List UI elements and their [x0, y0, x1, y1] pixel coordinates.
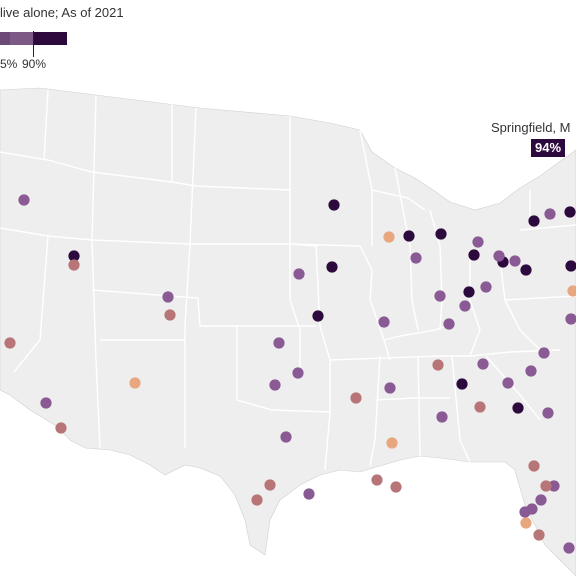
city-dot[interactable] — [68, 250, 80, 262]
city-dot[interactable] — [390, 481, 402, 493]
city-dot[interactable] — [480, 281, 492, 293]
city-dot[interactable] — [292, 367, 304, 379]
city-markers — [4, 194, 576, 554]
city-dot[interactable] — [542, 407, 554, 419]
city-dot[interactable] — [567, 285, 576, 297]
city-dot[interactable] — [459, 300, 471, 312]
city-dot[interactable] — [350, 392, 362, 404]
city-dot[interactable] — [384, 382, 396, 394]
city-dot[interactable] — [403, 230, 415, 242]
city-dot[interactable] — [432, 359, 444, 371]
city-dot[interactable] — [548, 480, 560, 492]
city-dot[interactable] — [18, 194, 30, 206]
city-dot[interactable] — [264, 479, 276, 491]
map-subtitle: live alone; As of 2021 — [0, 5, 124, 20]
city-dot[interactable] — [293, 268, 305, 280]
city-dot[interactable] — [164, 309, 176, 321]
city-dot[interactable] — [312, 310, 324, 322]
city-dot[interactable] — [520, 264, 532, 276]
city-dot[interactable] — [251, 494, 263, 506]
city-dot[interactable] — [493, 250, 505, 262]
city-dot[interactable] — [162, 291, 174, 303]
city-dot[interactable] — [129, 377, 141, 389]
city-dot[interactable] — [269, 379, 281, 391]
city-dot[interactable] — [40, 397, 52, 409]
city-dot[interactable] — [520, 517, 532, 529]
map-land — [0, 87, 576, 576]
city-dot[interactable] — [544, 208, 556, 220]
city-dot[interactable] — [538, 347, 550, 359]
city-dot[interactable] — [535, 494, 547, 506]
legend-swatch-2 — [10, 32, 34, 45]
legend-label-low: 5% — [0, 57, 18, 71]
city-dot[interactable] — [273, 337, 285, 349]
city-dot[interactable] — [525, 365, 537, 377]
city-dot[interactable] — [533, 529, 545, 541]
city-dot[interactable] — [526, 503, 538, 515]
city-dot[interactable] — [477, 358, 489, 370]
tooltip-value-badge: 94% — [531, 139, 566, 157]
city-dot[interactable] — [540, 480, 552, 492]
city-dot[interactable] — [383, 231, 395, 243]
city-dot[interactable] — [468, 249, 480, 261]
tooltip-city-name: Springfield, M — [491, 120, 571, 135]
city-dot[interactable] — [443, 318, 455, 330]
legend-swatch-3 — [34, 32, 67, 45]
city-dot[interactable] — [435, 228, 447, 240]
city-dot[interactable] — [326, 261, 338, 273]
city-dot[interactable] — [472, 236, 484, 248]
city-dot[interactable] — [410, 252, 422, 264]
city-dot[interactable] — [434, 290, 446, 302]
city-dot[interactable] — [565, 313, 576, 325]
city-dot[interactable] — [303, 488, 315, 500]
city-dot[interactable] — [328, 199, 340, 211]
city-dot[interactable] — [378, 316, 390, 328]
city-dot[interactable] — [528, 215, 540, 227]
city-dot[interactable] — [436, 411, 448, 423]
city-dot[interactable] — [68, 259, 80, 271]
city-dot[interactable] — [474, 401, 486, 413]
city-dot[interactable] — [528, 460, 540, 472]
legend-tick — [33, 31, 34, 57]
city-dot[interactable] — [371, 474, 383, 486]
city-dot[interactable] — [502, 377, 514, 389]
state-borders — [0, 89, 576, 471]
city-dot[interactable] — [456, 378, 468, 390]
city-dot[interactable] — [280, 431, 292, 443]
city-dot[interactable] — [512, 402, 524, 414]
city-dot[interactable] — [4, 337, 16, 349]
legend-swatch-1 — [0, 32, 10, 45]
city-dot[interactable] — [463, 286, 475, 298]
city-dot[interactable] — [509, 255, 521, 267]
legend-label-high: 90% — [22, 57, 47, 71]
city-dot[interactable] — [386, 437, 398, 449]
city-dot[interactable] — [564, 206, 576, 218]
city-dot[interactable] — [563, 542, 575, 554]
city-dot[interactable] — [55, 422, 67, 434]
city-dot[interactable] — [565, 260, 576, 272]
